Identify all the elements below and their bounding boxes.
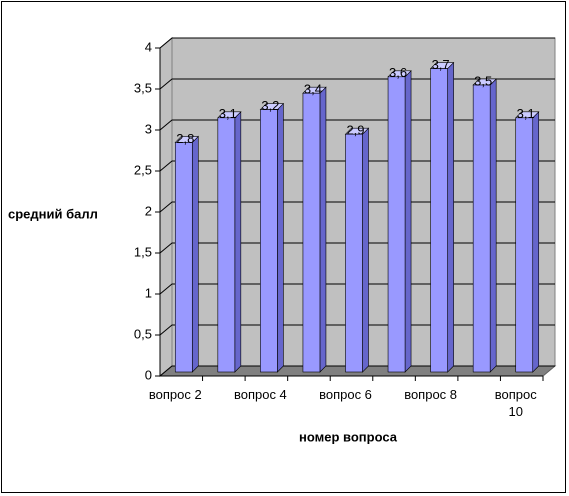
grid-line — [159, 242, 555, 254]
grid-line — [159, 160, 555, 172]
bar-side — [404, 70, 412, 373]
bar-side — [447, 61, 454, 373]
grid-line — [159, 324, 555, 336]
y-tick-label: 2 — [145, 203, 152, 218]
value-label: 3,7 — [432, 57, 450, 72]
value-label: 3,5 — [474, 73, 492, 88]
grid-line — [159, 119, 555, 131]
value-label: 3,2 — [261, 98, 279, 113]
bar — [174, 142, 193, 373]
bar — [430, 68, 448, 373]
grid-line — [159, 78, 555, 90]
bar — [515, 117, 534, 373]
x-tick-label: вопрос 8 — [404, 387, 458, 402]
x-tick-label: вопрос 4 — [233, 387, 287, 402]
y-tick-label: 0,5 — [134, 326, 152, 341]
x-tick-label: вопрос 6 — [319, 387, 372, 402]
bar — [387, 76, 406, 373]
bar-side — [234, 111, 242, 373]
bar — [472, 84, 491, 373]
bar-side — [319, 86, 327, 373]
y-tick-label: 1 — [145, 285, 152, 300]
bar — [302, 92, 321, 373]
y-tick-label: 3,5 — [134, 80, 152, 95]
y-axis-title: средний балл — [8, 206, 98, 221]
bar — [217, 117, 236, 373]
y-tick-label: 0 — [145, 367, 152, 382]
bar-side — [191, 135, 199, 373]
x-axis-title: номер вопроса — [299, 429, 398, 444]
bar-side — [489, 78, 497, 373]
bar-side — [362, 127, 369, 373]
y-tick-label: 3 — [145, 121, 152, 136]
value-label: 2,8 — [176, 131, 194, 146]
value-label: 3,1 — [517, 106, 535, 121]
x-tick-label: вопрос 10 — [494, 387, 537, 419]
grid-line — [159, 283, 555, 295]
grid-line — [159, 37, 555, 49]
bar-side — [532, 111, 540, 373]
value-label: 3,1 — [219, 106, 237, 121]
value-label: 3,6 — [389, 65, 407, 80]
value-label: 3,4 — [304, 82, 322, 97]
grid-line — [159, 201, 555, 213]
bar — [345, 133, 363, 373]
bar-side — [277, 102, 284, 373]
y-tick-label: 1,5 — [134, 244, 152, 259]
bar — [260, 109, 278, 373]
value-label: 2,9 — [346, 123, 364, 138]
grid-line — [159, 365, 555, 377]
y-tick-label: 2,5 — [134, 162, 152, 177]
y-tick-label: 4 — [145, 39, 152, 54]
x-tick-label: вопрос 2 — [148, 387, 202, 402]
